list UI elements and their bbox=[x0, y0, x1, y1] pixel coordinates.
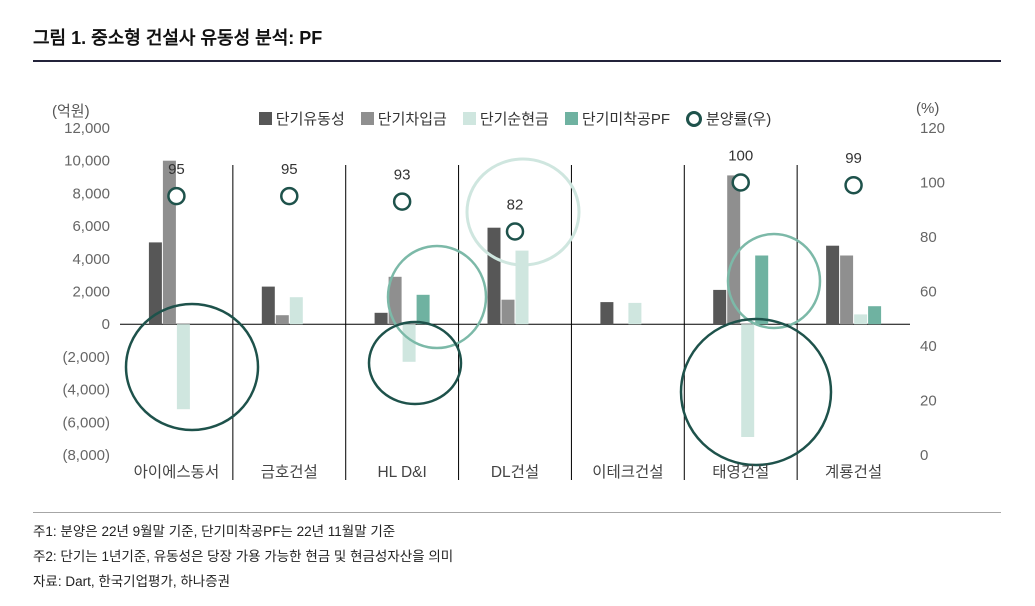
bar-series-3 bbox=[628, 302, 642, 325]
annotation-circle bbox=[726, 232, 822, 330]
legend-item-marker: 분양률(우) bbox=[686, 108, 771, 129]
sale-rate-value-label: 82 bbox=[507, 197, 524, 214]
category-label: 태영건설 bbox=[712, 463, 769, 481]
category-label: 이테크건설 bbox=[592, 463, 663, 481]
left-axis-tick: (6,000) bbox=[62, 414, 110, 431]
footnote-source: 자료: Dart, 한국기업평가, 하나증권 bbox=[33, 574, 231, 589]
legend-label: 단기차입금 bbox=[377, 111, 447, 128]
right-axis-tick: 120 bbox=[920, 120, 945, 137]
chart-legend: 단기유동성 단기차입금 단기순현금 단기미착공PF 분양률(우) bbox=[120, 108, 910, 129]
sale-rate-marker bbox=[731, 173, 750, 192]
right-axis-tick: 100 bbox=[920, 175, 945, 192]
sale-rate-value-label: 100 bbox=[728, 148, 753, 165]
legend-swatch-icon bbox=[564, 112, 578, 125]
bar-series-2 bbox=[727, 175, 741, 325]
left-axis-tick: 8,000 bbox=[72, 185, 110, 202]
legend-ring-icon bbox=[686, 110, 702, 127]
category-label: 계룡건설 bbox=[825, 463, 882, 481]
bar-series-2 bbox=[275, 315, 289, 325]
legend-swatch-icon bbox=[462, 112, 476, 125]
left-axis-tick: 4,000 bbox=[72, 251, 110, 268]
annotation-circle bbox=[386, 244, 488, 350]
left-axis-tick: 12,000 bbox=[64, 120, 110, 137]
category-label: 금호건설 bbox=[261, 463, 318, 481]
bar-series-2 bbox=[501, 299, 515, 325]
title-underline bbox=[33, 60, 1001, 62]
sale-rate-marker bbox=[844, 175, 863, 195]
bar-series-2 bbox=[162, 160, 176, 325]
legend-label: 단기유동성 bbox=[275, 111, 345, 128]
legend-item-series-3: 단기순현금 bbox=[462, 108, 549, 129]
footnote-2: 주2: 단기는 1년기준, 유동성은 당장 가용 가능한 현금 및 현금성자산을… bbox=[33, 549, 454, 564]
bar-series-1 bbox=[826, 245, 840, 325]
annotation-circle bbox=[124, 302, 260, 432]
bar-series-1 bbox=[374, 312, 388, 325]
right-axis-tick: 20 bbox=[920, 393, 937, 410]
bar-series-1 bbox=[487, 227, 501, 325]
left-axis-tick: 2,000 bbox=[72, 284, 110, 301]
footnotes: 주1: 분양은 22년 9월말 기준, 단기미착공PF는 22년 11월말 기준… bbox=[33, 519, 453, 594]
right-axis-unit-label: (%) bbox=[916, 100, 940, 117]
bar-series-3 bbox=[515, 250, 529, 325]
legend-item-series-4: 단기미착공PF bbox=[564, 108, 670, 129]
right-axis-tick: 40 bbox=[920, 338, 937, 355]
sale-rate-value-label: 99 bbox=[845, 150, 862, 167]
bar-series-1 bbox=[600, 302, 614, 325]
bar-series-1 bbox=[261, 286, 275, 325]
legend-label: 분양률(우) bbox=[706, 111, 772, 128]
legend-swatch-icon bbox=[258, 112, 272, 125]
bar-series-1 bbox=[713, 289, 727, 325]
bar-series-1 bbox=[148, 242, 162, 325]
bar-series-2 bbox=[840, 255, 854, 325]
bar-series-4 bbox=[868, 306, 882, 325]
category-label: 아이에스동서 bbox=[134, 463, 220, 481]
right-axis-tick: 80 bbox=[920, 229, 937, 246]
right-axis-tick: 60 bbox=[920, 284, 937, 301]
bar-series-3 bbox=[402, 324, 416, 362]
left-axis-unit-label: (억원) bbox=[52, 103, 90, 120]
bar-series-2 bbox=[388, 276, 402, 325]
bar-series-4 bbox=[755, 255, 769, 325]
footnote-divider bbox=[33, 512, 1001, 513]
left-axis-tick: 10,000 bbox=[64, 153, 110, 170]
legend-label: 단기미착공PF bbox=[581, 111, 670, 128]
left-axis-tick: (4,000) bbox=[62, 382, 110, 399]
sale-rate-value-label: 93 bbox=[394, 167, 411, 184]
bar-series-3 bbox=[854, 314, 868, 325]
legend-item-series-2: 단기차입금 bbox=[360, 108, 447, 129]
legend-item-series-1: 단기유동성 bbox=[258, 108, 345, 129]
sale-rate-marker bbox=[392, 192, 412, 211]
sale-rate-value-label: 95 bbox=[281, 161, 298, 178]
figure-title: 그림 1. 중소형 건설사 유동성 분석: PF bbox=[33, 28, 323, 48]
bar-series-4 bbox=[416, 294, 430, 325]
bar-series-3 bbox=[176, 324, 190, 410]
right-axis-tick: 0 bbox=[920, 447, 928, 464]
bar-series-3 bbox=[289, 297, 303, 325]
left-axis-tick: (2,000) bbox=[62, 349, 110, 366]
category-label: DL건설 bbox=[491, 463, 539, 481]
sale-rate-marker bbox=[280, 186, 299, 206]
annotation-circle bbox=[679, 317, 833, 467]
bar-series-3 bbox=[741, 324, 755, 437]
left-axis-tick: (8,000) bbox=[62, 447, 110, 464]
annotation-circle bbox=[367, 320, 463, 406]
legend-swatch-icon bbox=[360, 112, 374, 125]
sale-rate-marker bbox=[505, 222, 525, 241]
annotation-circle bbox=[465, 157, 581, 267]
left-axis-tick: 6,000 bbox=[72, 218, 110, 235]
category-label: HL D&I bbox=[377, 464, 426, 481]
sale-rate-marker bbox=[167, 186, 186, 206]
legend-label: 단기순현금 bbox=[479, 111, 549, 128]
sale-rate-value-label: 95 bbox=[168, 161, 185, 178]
left-axis-tick: 0 bbox=[102, 316, 110, 333]
footnote-1: 주1: 분양은 22년 9월말 기준, 단기미착공PF는 22년 11월말 기준 bbox=[33, 524, 396, 539]
